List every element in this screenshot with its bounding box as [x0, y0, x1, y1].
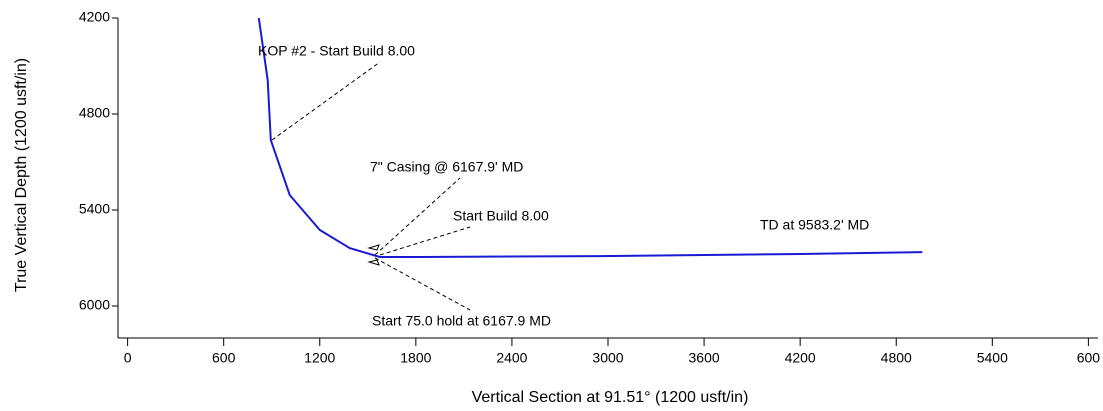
- x-tick-label: 600: [1077, 350, 1101, 366]
- x-tick-label: 4800: [881, 350, 912, 366]
- annotation: Start Build 8.00: [453, 208, 549, 224]
- y-tick-label: 4200: [79, 9, 110, 25]
- y-tick-label: 5400: [79, 201, 110, 217]
- y-axis-title: True Vertical Depth (1200 usft/in): [13, 58, 30, 292]
- annotation: Start 75.0 hold at 6167.9 MD: [372, 313, 551, 329]
- leader-line: [379, 226, 471, 256]
- annotation: TD at 9583.2' MD: [760, 217, 869, 233]
- x-tick-label: 3600: [689, 350, 720, 366]
- well-path: [257, 17, 923, 258]
- x-tick-label: 1800: [400, 350, 431, 366]
- marker: [367, 244, 380, 251]
- x-tick-label: 0: [124, 350, 132, 366]
- y-tick-label: 4800: [79, 105, 110, 121]
- y-tick-label: 6000: [79, 297, 110, 313]
- x-tick-label: 5400: [977, 350, 1008, 366]
- annotation: KOP #2 - Start Build 8.00: [258, 43, 415, 59]
- leader-line: [374, 257, 471, 311]
- x-tick-label: 1200: [304, 350, 335, 366]
- marker: [367, 259, 380, 266]
- x-tick-label: 3000: [592, 350, 623, 366]
- x-axis-title: Vertical Section at 91.51° (1200 usft/in…: [472, 389, 749, 406]
- x-tick-label: 2400: [496, 350, 527, 366]
- x-tick-label: 600: [212, 350, 236, 366]
- leader-line: [271, 61, 381, 141]
- leader-line: [374, 177, 461, 256]
- annotation: 7" Casing @ 6167.9' MD: [370, 159, 523, 175]
- x-tick-label: 4200: [785, 350, 816, 366]
